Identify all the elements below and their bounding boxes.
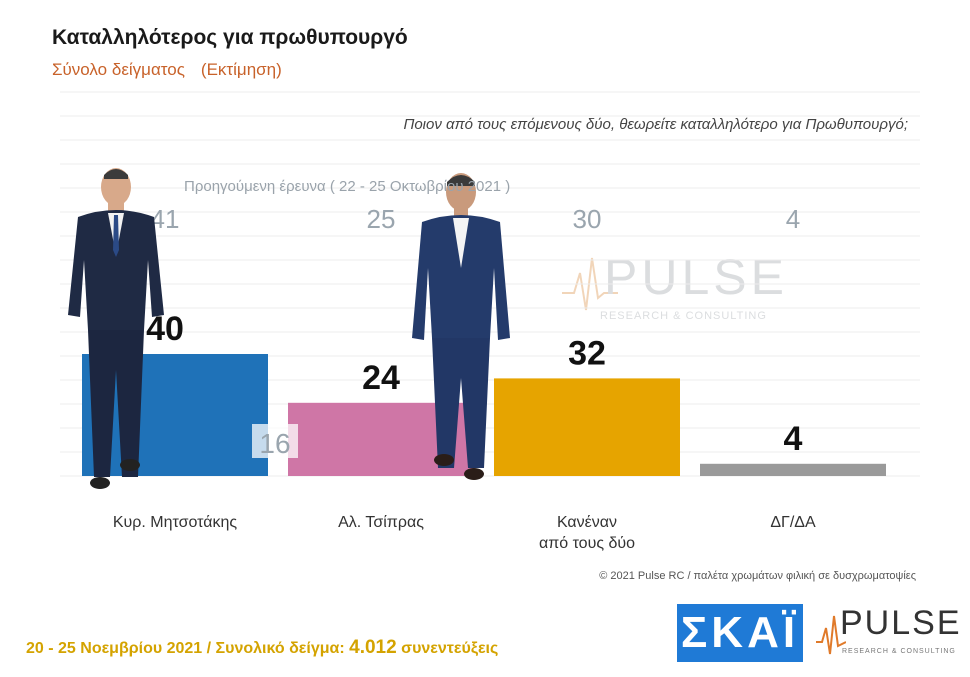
previous-value-0: 41 [151,204,180,234]
footer-suffix: συνεντεύξεις [401,640,499,657]
person-photo-mitsotakis [68,168,164,489]
bar-3 [700,463,886,476]
watermark-tag: RESEARCH & CONSULTING [600,310,767,322]
category-label-2: Κανέναν [557,514,617,531]
pulse-logo-tag: RESEARCH & CONSULTING [842,648,956,655]
inside-label-box [252,424,298,458]
previous-value-1: 25 [367,204,396,234]
pulse-logo-wave-icon [816,615,846,655]
category-label-1: Αλ. Τσίπρας [338,514,424,531]
person-photo-tsipras [412,173,510,480]
category-label-0: Κυρ. Μητσοτάκης [113,514,238,531]
previous-value-2: 30 [573,204,602,234]
value-label-2: 32 [568,334,606,372]
previous-survey-caption: Προηγούμενη έρευνα ( 22 - 25 Οκτωβρίου 2… [184,178,511,195]
category-label-3: ΔΓ/ΔΑ [770,514,816,531]
footer-survey-info: 20 - 25 Νοεμβρίου 2021 / Συνολικό δείγμα… [26,637,498,659]
value-label-1: 24 [362,359,400,397]
subtitle-estimate: (Εκτίμηση) [200,60,282,79]
chart-subtitle: Σύνολο δείγματος (Εκτίμηση) [52,60,282,80]
copyright-credit: © 2021 Pulse RC / παλέτα χρωμάτων φιλική… [599,570,916,582]
pulse-logo: PULSE RESEARCH & CONSULTING [816,604,961,664]
value-label-3: 4 [784,420,803,458]
pulse-watermark: PULSE RESEARCH & CONSULTING [560,248,790,338]
bar-2 [494,378,680,476]
category-label-2: από τους δύο [539,535,635,552]
footer-sample-size: 4.012 [349,637,397,658]
survey-question: Ποιον από τους επόμενους δύο, θεωρείτε κ… [403,116,908,133]
watermark-word: PULSE [604,249,788,305]
chart-title: Καταλληλότερος για πρωθυπουργό [52,26,408,49]
skai-logo: ΣΚΑΪ [677,604,803,662]
previous-value-3: 4 [786,204,800,234]
subtitle-sample: Σύνολο δείγματος [52,60,185,79]
footer-dates: 20 - 25 Νοεμβρίου 2021 / Συνολικό δείγμα… [26,640,345,657]
pulse-logo-word: PULSE [840,604,962,642]
inside-value-label: 16 [259,428,290,459]
